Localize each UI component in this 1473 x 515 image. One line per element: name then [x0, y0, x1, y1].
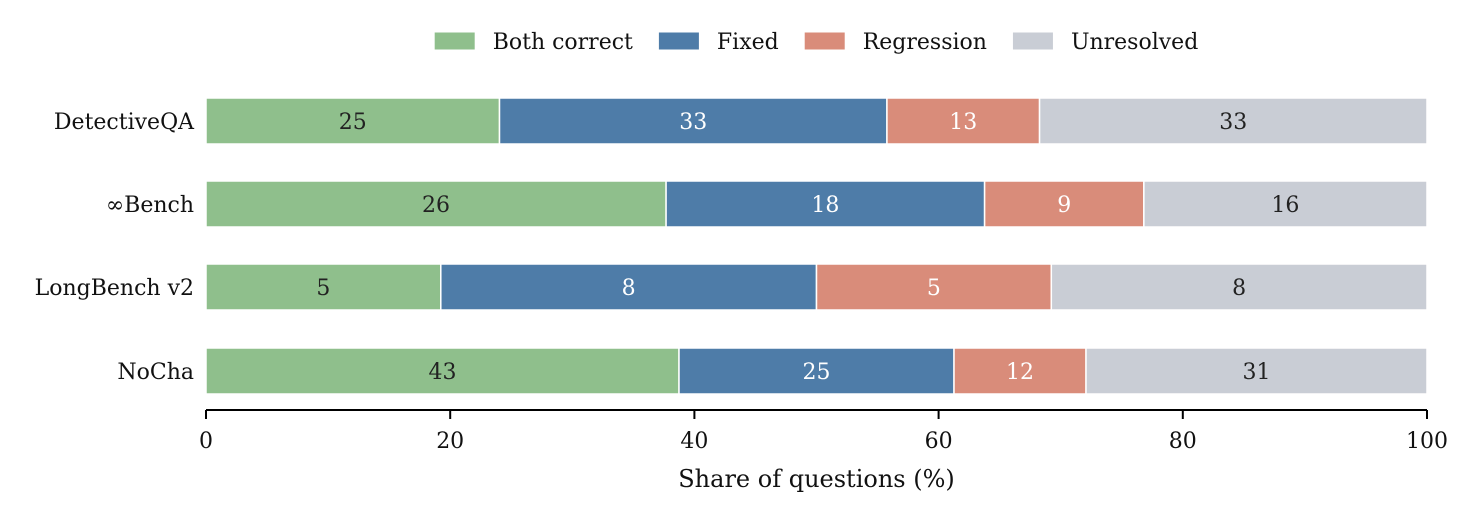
x-axis-title: Share of questions (%)	[678, 465, 955, 493]
bar-segment	[498, 97, 888, 145]
bar-value-label: 33	[679, 110, 707, 135]
bar-value-label: 8	[622, 276, 636, 301]
bar-value-label: 5	[316, 276, 330, 301]
y-axis-labels: DetectiveQA ∞Bench LongBench v2 NoCha	[35, 110, 195, 385]
plot-area: 25 33 13 33 26 18 9 16 5 8 5 8 43 25 12 31	[205, 97, 1428, 395]
bar-value-label: 31	[1243, 360, 1271, 385]
bar-segment	[205, 97, 501, 145]
y-category-label: ∞Bench	[106, 193, 194, 218]
bar-value-label: 26	[422, 193, 450, 218]
bar-segment	[1143, 180, 1428, 228]
bar-value-label: 25	[339, 110, 367, 135]
bar-segment	[440, 263, 818, 311]
bar-segment	[886, 97, 1041, 145]
bar-segment	[205, 180, 667, 228]
bar-segment	[1038, 97, 1428, 145]
x-tick-label: 40	[680, 429, 708, 454]
bar-segment	[678, 347, 955, 395]
bar-segment	[205, 347, 680, 395]
legend-swatch	[1012, 32, 1053, 50]
bar-value-label: 9	[1057, 193, 1071, 218]
x-tick-label: 80	[1169, 429, 1197, 454]
legend-swatch	[434, 32, 475, 50]
bar-value-label: 12	[1006, 360, 1034, 385]
bar-segment	[1050, 263, 1428, 311]
legend-swatch	[658, 32, 699, 50]
bar-segment	[983, 180, 1145, 228]
y-category-label: LongBench v2	[35, 276, 194, 301]
bar-segment	[205, 263, 442, 311]
y-category-label: NoCha	[117, 360, 194, 385]
legend-label: Both correct	[493, 30, 633, 55]
bar-segment	[1085, 347, 1428, 395]
bar-value-label: 43	[429, 360, 457, 385]
y-category-label: DetectiveQA	[54, 110, 195, 135]
legend-swatch	[804, 32, 845, 50]
bar-value-label: 33	[1219, 110, 1247, 135]
legend: Both correct Fixed Regression Unresolved	[434, 30, 1198, 55]
x-tick-label: 100	[1406, 429, 1448, 454]
bar-value-label: 16	[1271, 193, 1299, 218]
legend-label: Unresolved	[1071, 30, 1198, 55]
bar-value-label: 18	[811, 193, 839, 218]
x-tick-label: 20	[436, 429, 464, 454]
bar-value-label: 8	[1232, 276, 1246, 301]
x-tick-label: 60	[925, 429, 953, 454]
x-tick-label: 0	[199, 429, 213, 454]
bar-value-label: 25	[803, 360, 831, 385]
bar-value-label: 5	[927, 276, 941, 301]
x-axis: 0 20 40 60 80 100	[199, 409, 1448, 454]
legend-label: Regression	[863, 30, 987, 55]
legend-label: Fixed	[717, 30, 779, 55]
bar-value-label: 13	[949, 110, 977, 135]
bar-segment	[665, 180, 986, 228]
